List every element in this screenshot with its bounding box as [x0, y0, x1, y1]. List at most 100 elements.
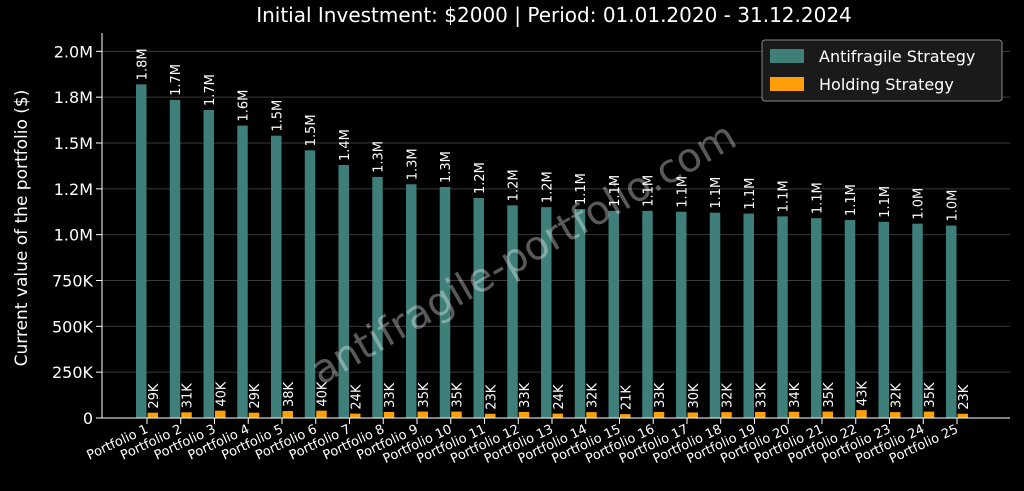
data-label-holding: 21K: [619, 385, 634, 411]
data-label-antifragile: 1.1M: [878, 186, 893, 218]
bar-holding: [316, 410, 327, 418]
bar-holding: [620, 414, 631, 418]
data-label-holding: 24K: [552, 384, 567, 410]
y-tick-label: 500K: [52, 317, 94, 336]
data-label-holding: 29K: [248, 383, 263, 409]
bar-antifragile: [372, 176, 383, 418]
bar-antifragile: [338, 165, 349, 418]
bar-antifragile: [574, 209, 586, 418]
data-label-antifragile: 1.2M: [540, 171, 555, 203]
bar-antifragile: [709, 212, 721, 418]
data-label-antifragile: 1.1M: [709, 177, 724, 209]
data-label-holding: 31K: [181, 383, 196, 409]
legend-label-holding: Holding Strategy: [819, 75, 954, 94]
data-label-antifragile: 1.1M: [777, 180, 792, 212]
bar-antifragile: [878, 221, 889, 418]
bar-holding: [856, 410, 867, 418]
data-label-holding: 33K: [653, 382, 668, 408]
bar-antifragile: [777, 216, 788, 418]
bar-antifragile: [271, 135, 282, 418]
bar-antifragile: [406, 184, 417, 418]
bar-antifragile: [844, 220, 856, 418]
bar-antifragile: [439, 187, 451, 418]
bar-antifragile: [136, 84, 147, 418]
data-label-holding: 32K: [586, 383, 601, 409]
data-label-antifragile: 1.1M: [844, 184, 859, 216]
bar-antifragile: [541, 207, 552, 418]
data-label-holding: 30K: [687, 383, 702, 409]
data-label-holding: 32K: [889, 383, 904, 409]
legend-swatch-holding: [770, 77, 804, 91]
bar-antifragile: [946, 225, 957, 418]
data-label-holding: 35K: [923, 382, 938, 408]
bar-antifragile: [608, 210, 619, 418]
bar-holding: [822, 411, 833, 418]
bar-holding: [552, 413, 563, 418]
data-label-antifragile: 1.6M: [237, 90, 252, 122]
bar-holding: [687, 412, 698, 418]
bar-antifragile: [203, 110, 214, 418]
data-label-holding: 33K: [754, 382, 769, 408]
data-label-holding: 38K: [282, 381, 297, 407]
bar-holding: [350, 413, 361, 418]
data-label-holding: 43K: [856, 381, 871, 407]
data-label-antifragile: 1.1M: [810, 182, 825, 214]
data-label-antifragile: 1.4M: [338, 129, 353, 161]
data-label-holding: 40K: [316, 381, 331, 407]
bar-holding: [485, 413, 496, 418]
data-label-antifragile: 1.3M: [372, 141, 387, 173]
bar-holding: [755, 411, 766, 418]
data-label-antifragile: 1.1M: [675, 176, 690, 208]
bar-holding: [248, 412, 260, 418]
data-label-antifragile: 1.1M: [743, 178, 758, 210]
legend-label-antifragile: Antifragile Strategy: [819, 47, 975, 66]
bar-holding: [383, 411, 395, 418]
data-label-holding: 23K: [957, 384, 972, 410]
data-labels: 1.8M 29K 1.7M 31K 1.7M 40K 1.6M 29K 1.5M 38K 1.5M 4…: [135, 48, 972, 410]
y-tick-label: 0: [83, 409, 93, 428]
bar-antifragile: [743, 213, 754, 418]
bar-holding: [923, 411, 935, 418]
data-label-antifragile: 1.5M: [304, 114, 319, 146]
data-label-antifragile: 1.2M: [507, 169, 522, 201]
data-label-holding: 40K: [214, 381, 229, 407]
data-label-antifragile: 1.7M: [169, 64, 184, 96]
legend-box: [761, 39, 1003, 102]
bar-holding: [417, 411, 428, 418]
bar-antifragile: [811, 218, 822, 418]
y-tick-label: 1.5M: [54, 134, 93, 153]
chart-title: Initial Investment: $2000 | Period: 01.0…: [256, 3, 852, 27]
bar-antifragile: [237, 125, 248, 418]
y-tick-label: 2.0M: [54, 42, 93, 61]
data-label-holding: 34K: [788, 382, 803, 408]
data-label-holding: 29K: [147, 383, 162, 409]
bar-antifragile: [304, 150, 316, 419]
data-label-antifragile: 1.1M: [608, 175, 623, 207]
data-label-holding: 23K: [484, 384, 499, 410]
bar-holding: [721, 412, 732, 418]
bar-holding: [282, 411, 293, 418]
bar-holding: [957, 413, 968, 418]
bar-holding: [788, 411, 800, 418]
data-label-holding: 33K: [518, 382, 533, 408]
legend-swatch-antifragile: [770, 49, 804, 63]
legend: Antifragile Strategy Holding Strategy: [761, 39, 1003, 102]
data-label-holding: 35K: [417, 382, 432, 408]
bar-antifragile: [169, 99, 181, 419]
bar-holding: [653, 411, 665, 418]
bar-holding: [451, 411, 462, 418]
y-tick-label: 1.8M: [54, 88, 93, 107]
bar-holding: [215, 410, 226, 418]
data-label-antifragile: 1.3M: [439, 151, 454, 183]
bar-holding: [890, 412, 901, 418]
data-label-holding: 35K: [451, 382, 466, 408]
bar-antifragile: [507, 205, 518, 418]
y-tick-label: 750K: [52, 272, 94, 291]
data-label-antifragile: 1.3M: [405, 148, 420, 180]
bar-antifragile: [676, 211, 687, 418]
y-tick-label: 1.0M: [54, 226, 93, 245]
y-axis-label: Current value of the portfolio ($): [12, 90, 32, 367]
bar-holding: [586, 412, 597, 418]
data-label-antifragile: 1.5M: [270, 100, 285, 132]
